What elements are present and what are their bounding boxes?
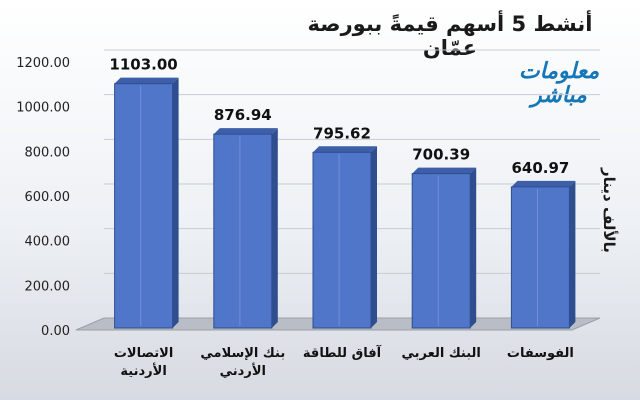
x-tick-label: بنك الإسلامي	[200, 346, 285, 361]
bar-side	[569, 180, 576, 328]
brand-logo: معلومات مباشر	[504, 60, 614, 120]
data-label: 640.97	[511, 159, 569, 177]
bar-top	[114, 77, 179, 84]
x-tick-label: الأردنية	[120, 362, 166, 379]
bar-top	[412, 167, 477, 174]
x-tick-label: آفاق للطاقة	[303, 344, 382, 361]
data-label: 795.62	[313, 124, 371, 142]
logo-line-1: معلومات	[518, 59, 600, 84]
y-tick-label: 800.00	[25, 145, 71, 160]
x-tick-label: الفوسفات	[507, 346, 574, 361]
x-tick-label: الاتصالات	[114, 346, 173, 361]
unit-label: بالألف دينار	[600, 168, 618, 253]
bar-side	[271, 128, 278, 328]
y-tick-label: 0.00	[41, 324, 70, 339]
bar-top	[511, 180, 576, 187]
bar-side	[172, 77, 179, 328]
bar	[213, 133, 273, 329]
bar	[114, 83, 174, 329]
y-tick-label: 600.00	[25, 190, 71, 205]
x-tick-label: البنك العربي	[402, 346, 481, 361]
bar-side	[470, 167, 477, 328]
bar-side	[371, 146, 377, 328]
y-tick-label: 400.00	[25, 235, 71, 250]
y-tick-label: 200.00	[25, 279, 71, 294]
bar	[411, 173, 471, 329]
data-label: 876.94	[214, 106, 272, 124]
data-label: 1103.00	[109, 56, 177, 74]
logo-line-2: مباشر	[531, 83, 587, 108]
bar-top	[313, 146, 377, 153]
data-label: 700.39	[412, 146, 470, 164]
bar	[312, 151, 372, 329]
y-tick-label: 1000.00	[16, 101, 70, 116]
x-tick-label: الأردني	[220, 362, 266, 379]
bar	[510, 186, 570, 329]
chart-title: أنشط 5 أسهم قيمةً ببورصة عمّان	[307, 12, 593, 60]
y-tick-label: 1200.00	[16, 56, 70, 71]
bar-top	[213, 128, 278, 135]
